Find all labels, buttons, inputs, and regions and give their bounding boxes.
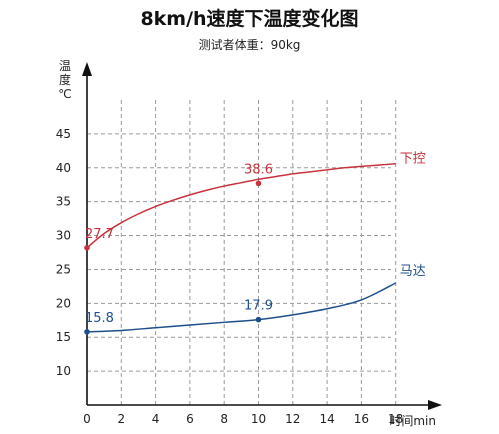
data-point: [84, 329, 90, 335]
x-tick-label: 18: [388, 412, 403, 426]
y-tick-label: 35: [56, 195, 71, 209]
x-tick-label: 8: [220, 412, 228, 426]
y-tick-label: 20: [56, 296, 71, 310]
chart-title: 8km/h速度下温度变化图: [140, 8, 359, 30]
grid: [87, 100, 397, 405]
data-label: 27.7: [85, 227, 114, 242]
series-line-1: [86, 162, 396, 249]
x-tick-label: 4: [152, 412, 160, 426]
y-tick-label: 45: [56, 127, 71, 141]
data-point: [84, 244, 90, 251]
data-label: 15.8: [85, 311, 114, 326]
series-label: 下控: [400, 152, 426, 167]
series-line-2: [86, 282, 397, 333]
y-tick-label: 30: [56, 229, 71, 243]
y-axis-label: 温: [59, 59, 71, 73]
x-tick-label: 16: [354, 412, 369, 426]
y-tick-label: 40: [56, 161, 71, 175]
axes: [82, 62, 442, 410]
data-point: [255, 316, 262, 323]
x-axis-label: 时间min: [389, 414, 436, 428]
y-tick-label: 25: [56, 262, 71, 276]
data-point: [255, 180, 262, 187]
x-axis-arrow: [428, 400, 442, 410]
series-layer: [84, 162, 397, 335]
series-label: 马达: [400, 264, 426, 279]
x-tick-label: 6: [186, 412, 194, 426]
x-tick-label: 0: [83, 412, 91, 426]
y-tick-label: 15: [56, 330, 71, 344]
data-label: 17.9: [244, 299, 273, 314]
chart-subtitle: 测试者体重：90kg: [198, 38, 301, 52]
x-tick-label: 14: [319, 412, 334, 426]
x-tick-label: 12: [285, 412, 300, 426]
y-axis-arrow: [82, 62, 92, 76]
y-axis-label: ℃: [58, 87, 71, 101]
data-label: 38.6: [244, 162, 273, 177]
x-tick-label: 2: [117, 412, 125, 426]
x-tick-label: 10: [251, 412, 266, 426]
y-tick-label: 10: [56, 364, 71, 378]
y-axis-label: 度: [59, 72, 71, 87]
